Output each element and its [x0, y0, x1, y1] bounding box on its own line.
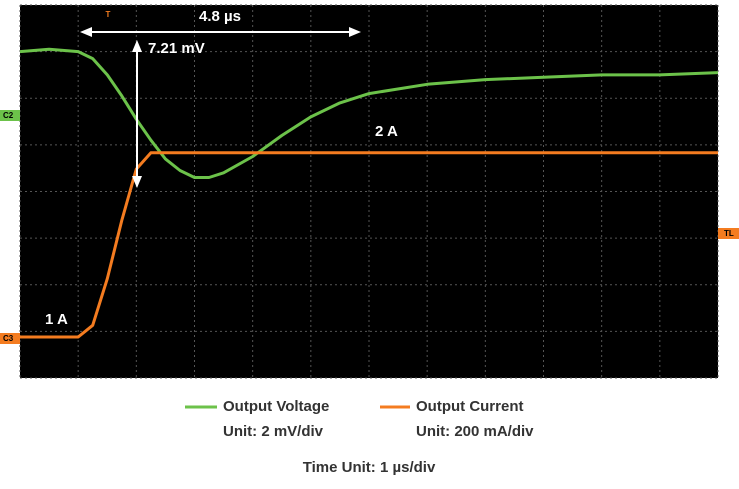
legend-label: Output Current: [416, 398, 523, 415]
legend-label: Output Voltage: [223, 398, 329, 415]
arrow-head: [80, 27, 92, 37]
annotation: 1 A: [45, 311, 68, 328]
legend-unit: Unit: 200 mA/div: [416, 423, 534, 440]
channel-marker: C3: [3, 334, 14, 343]
channel-marker: C2: [3, 111, 14, 120]
arrow-head: [132, 40, 142, 52]
trace: [19, 47, 719, 179]
trigger-marker: T: [106, 10, 111, 19]
trace: [20, 151, 718, 339]
trigger-level-marker: TL: [724, 229, 734, 238]
arrow-head: [132, 176, 142, 188]
annotation: 4.8 µs: [199, 8, 241, 25]
annotation: 2 A: [375, 123, 398, 140]
legend-unit: Unit: 2 mV/div: [223, 423, 324, 440]
badge: [0, 333, 20, 344]
x-unit: Time Unit: 1 µs/div: [303, 459, 436, 476]
badge: [0, 110, 20, 121]
arrow-head: [349, 27, 361, 37]
badge: [718, 228, 739, 239]
annotation: 7.21 mV: [148, 40, 205, 57]
